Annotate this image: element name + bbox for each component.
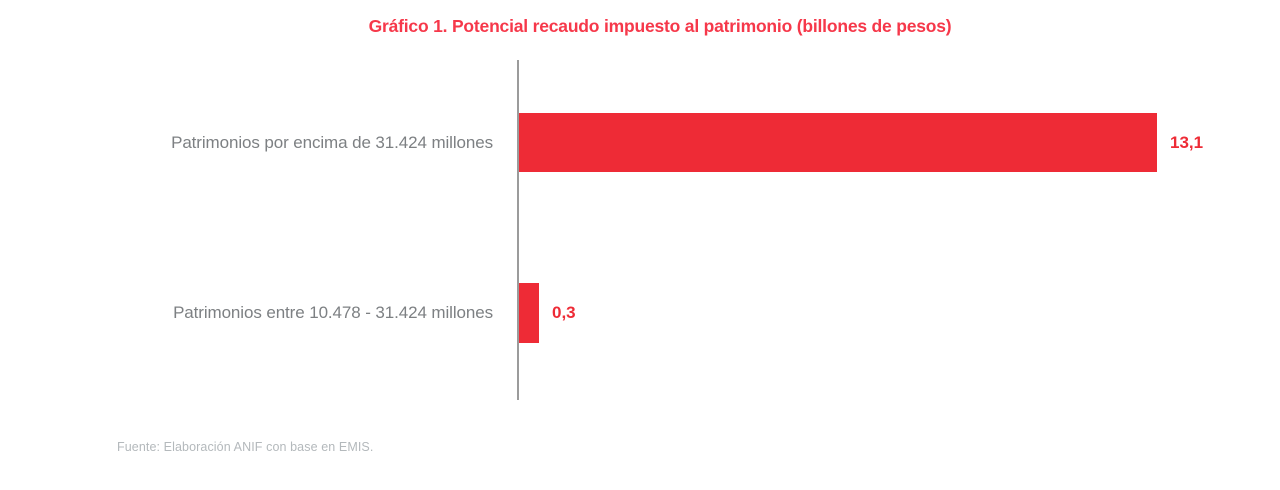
bar-patrimonios-entre xyxy=(519,283,539,343)
bar-row-patrimonios-encima: Patrimonios por encima de 31.424 millone… xyxy=(0,113,1280,172)
bar-row-patrimonios-entre: Patrimonios entre 10.478 - 31.424 millon… xyxy=(0,283,1280,343)
category-label: Patrimonios por encima de 31.424 millone… xyxy=(171,132,493,152)
category-label: Patrimonios entre 10.478 - 31.424 millon… xyxy=(173,303,493,322)
bar-value-label: 0,3 xyxy=(552,303,576,322)
bar-value-label: 13,1 xyxy=(1170,132,1204,152)
bar-patrimonios-encima xyxy=(519,113,1157,172)
y-axis-line xyxy=(517,60,519,400)
source-note: Fuente: Elaboración ANIF con base en EMI… xyxy=(117,440,374,454)
chart-title: Gráfico 1. Potencial recaudo impuesto al… xyxy=(368,16,952,36)
